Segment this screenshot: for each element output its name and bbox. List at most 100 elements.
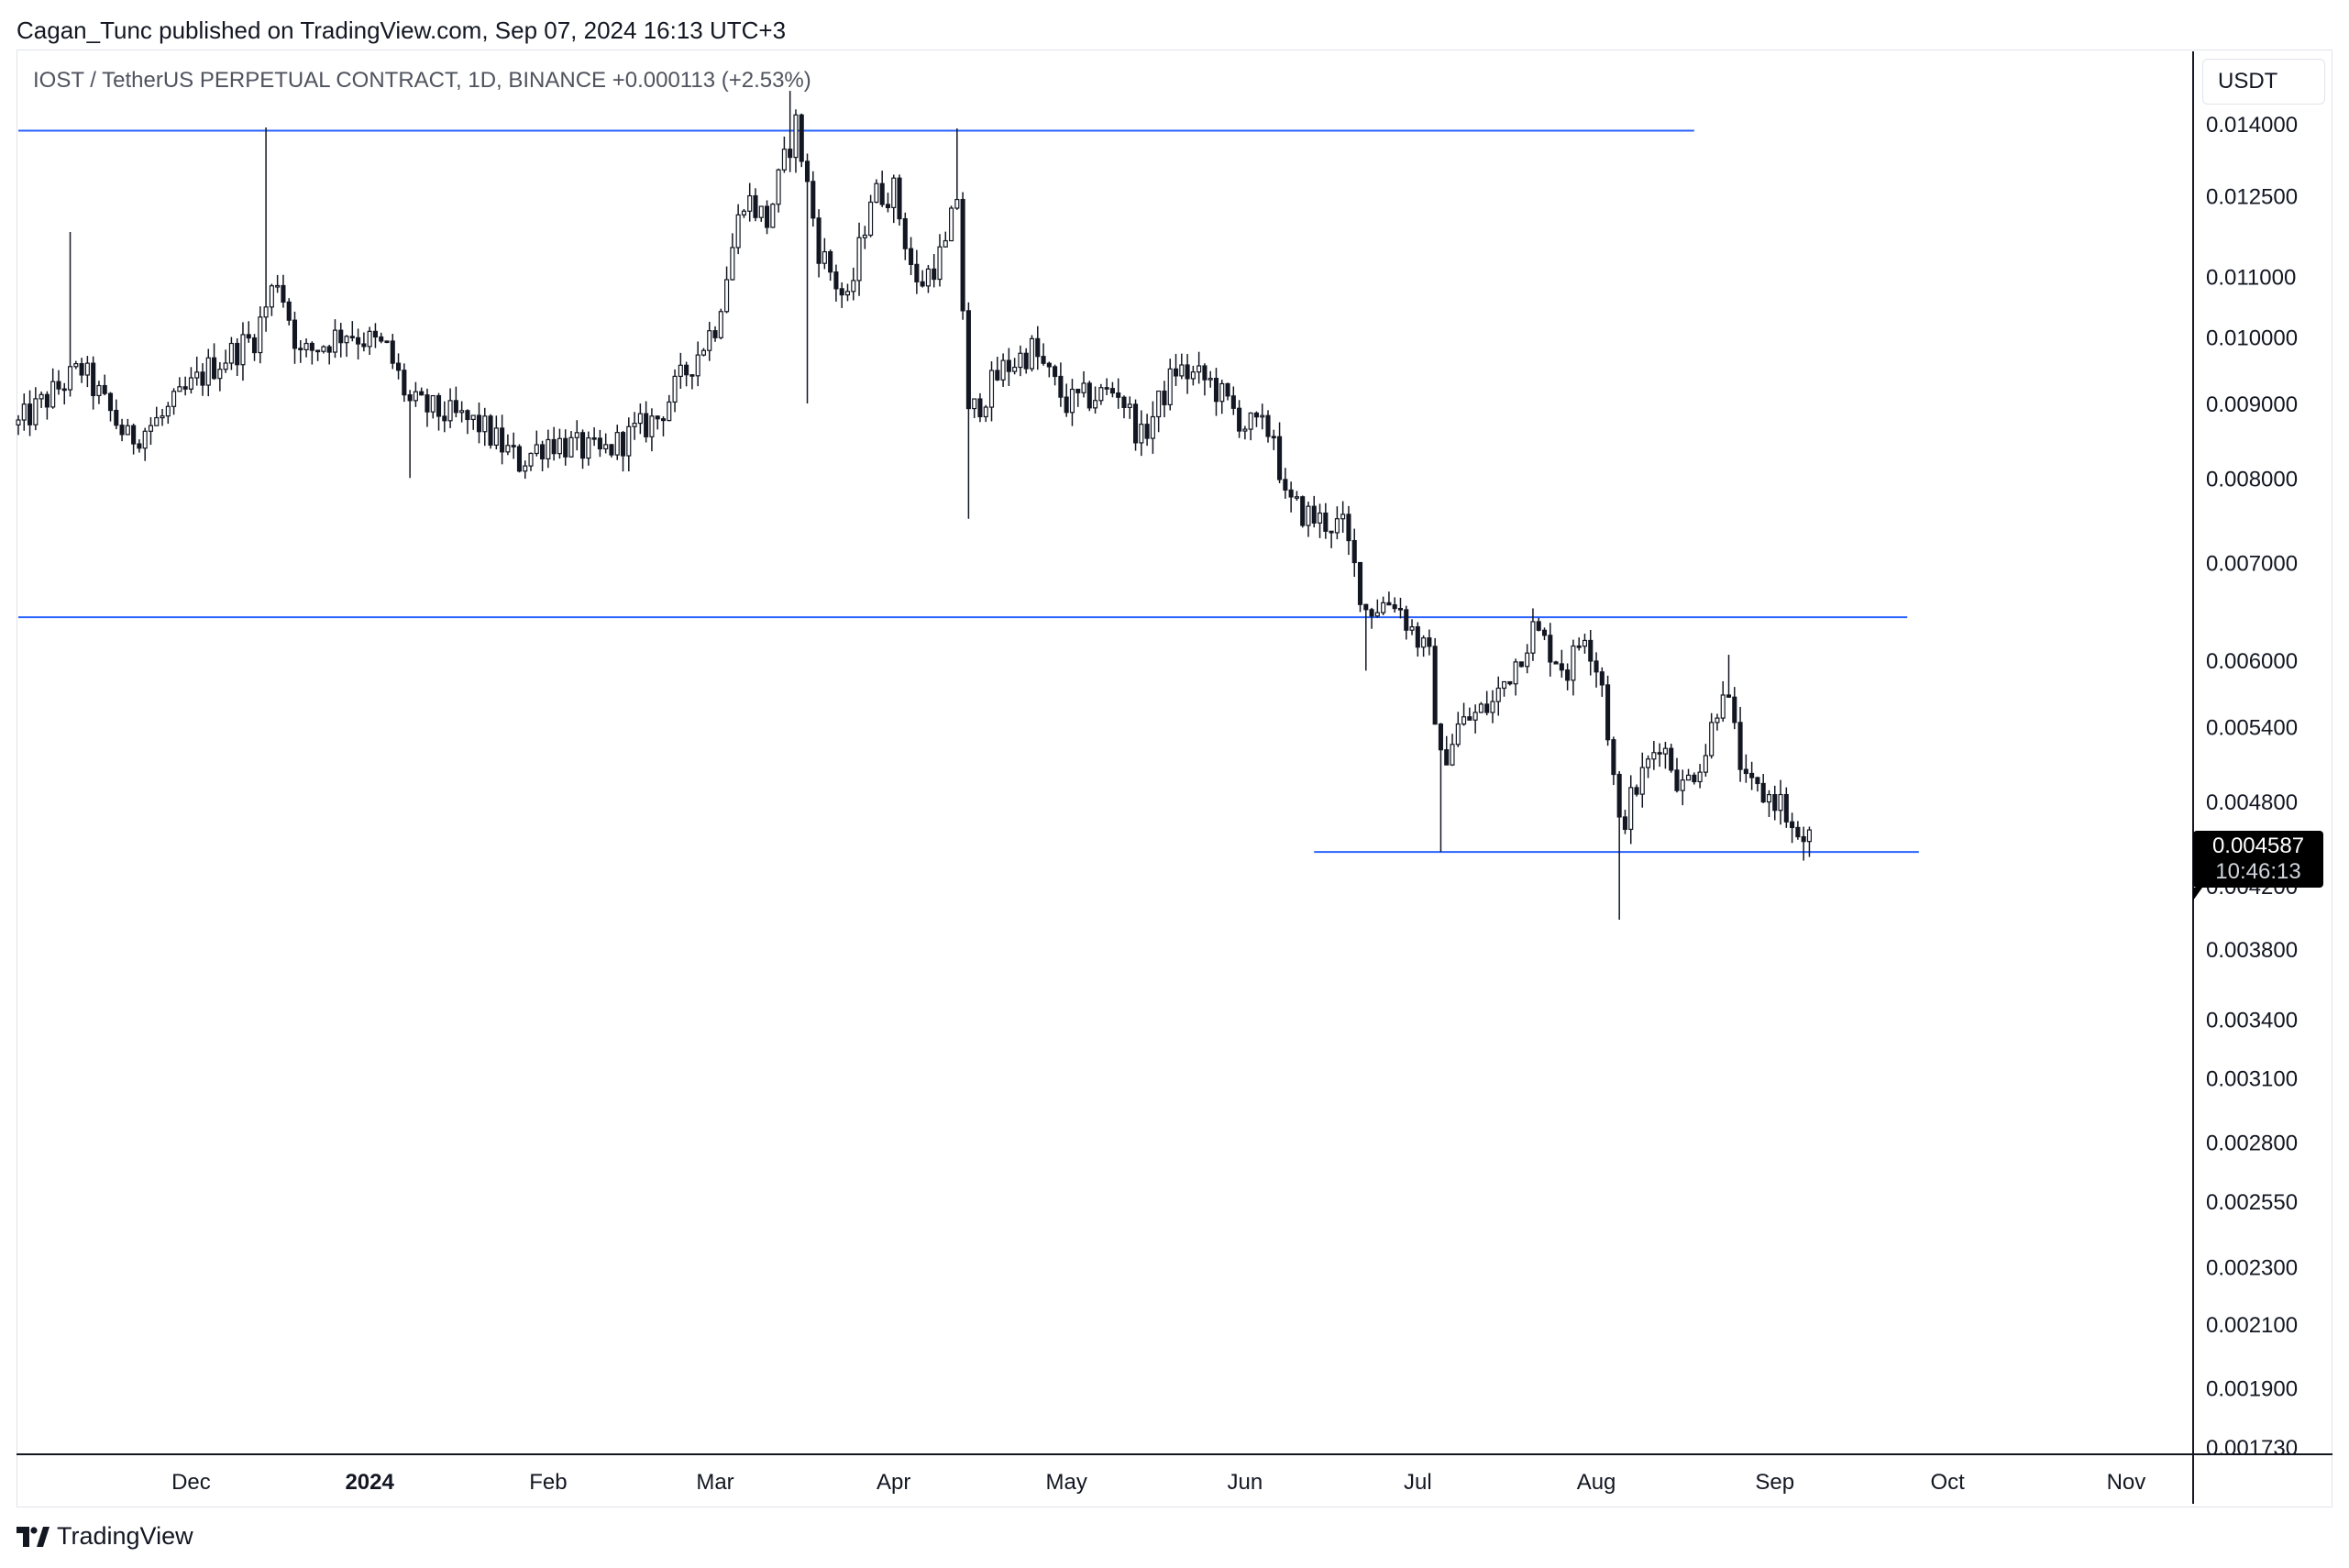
candle (1455, 712, 1461, 747)
candle (436, 392, 442, 431)
candle (1628, 775, 1634, 845)
tradingview-logo-icon (17, 1526, 50, 1547)
candle (718, 308, 723, 340)
candle-body-down (1790, 821, 1795, 829)
candle (1685, 768, 1692, 781)
time-tick-label: May (1046, 1470, 1087, 1495)
candle (516, 444, 523, 473)
candle-body-up (1167, 368, 1173, 405)
candle (672, 369, 678, 413)
candle-body-up (275, 284, 281, 288)
tradingview-logo-text: TradingView (57, 1522, 193, 1550)
candle-body-down (1634, 787, 1639, 795)
candle-body-down (1202, 365, 1208, 381)
candle (1340, 501, 1346, 534)
candle-body-down (1075, 388, 1081, 393)
candle-body-down (885, 204, 891, 208)
candle-body-down (251, 337, 258, 354)
candle-body-up (707, 330, 712, 351)
candle-body-down (1104, 387, 1109, 390)
candle (321, 345, 326, 354)
candle (1190, 365, 1196, 386)
time-tick-label: 2024 (345, 1470, 394, 1495)
candle (246, 321, 251, 343)
candle (1594, 652, 1599, 688)
candle (171, 388, 177, 415)
candle (79, 358, 84, 383)
candle-body-up (505, 445, 511, 453)
candle (1104, 378, 1109, 395)
candle (1132, 399, 1139, 451)
candle (523, 460, 528, 480)
candle (914, 249, 920, 294)
candle-body-down (407, 394, 413, 402)
candle (56, 370, 61, 395)
candle-body-down (1438, 723, 1443, 751)
candle-body-down (379, 336, 384, 342)
candle-body-down (1559, 663, 1564, 671)
candle (1086, 381, 1092, 412)
candle-body-down (1386, 602, 1392, 606)
candle-body-down (476, 414, 482, 433)
candle (1202, 363, 1208, 396)
symbol-info: IOST / TetherUS PERPETUAL CONTRACT, 1D, … (33, 68, 811, 93)
time-tick-label: Apr (877, 1470, 910, 1495)
candle (396, 353, 402, 380)
candle (1766, 790, 1772, 818)
candle (1386, 591, 1392, 606)
candle-body-down (356, 337, 361, 345)
candle (488, 414, 493, 449)
bar-countdown: 10:46:13 (2215, 859, 2301, 884)
candle (263, 127, 269, 332)
candle-body-up (747, 194, 753, 212)
price-tick-label: 0.002100 (2206, 1313, 2298, 1338)
tradingview-logo[interactable]: TradingView (17, 1522, 193, 1551)
candle (50, 368, 56, 409)
candle (1461, 702, 1467, 726)
candle-body-down (326, 346, 332, 353)
time-tick-label: Jun (1228, 1470, 1263, 1495)
last-price-value: 0.004587 (2211, 834, 2305, 858)
currency-unit-button[interactable]: USDT (2202, 59, 2325, 105)
candle (874, 179, 879, 204)
candle (114, 399, 119, 430)
candle-body-down (765, 205, 770, 228)
candle-body-down (1300, 496, 1306, 526)
candle-body-down (402, 370, 407, 396)
candle (965, 302, 971, 519)
candle-body-up (1501, 680, 1507, 690)
chart-frame (17, 50, 2332, 1507)
candle-body-up (258, 316, 263, 354)
candle (1513, 658, 1518, 696)
candle (1651, 741, 1657, 770)
candle (1571, 639, 1576, 696)
candle (413, 381, 418, 407)
candle-body-up (781, 149, 787, 171)
time-tick-label: Aug (1577, 1470, 1616, 1495)
candle-body-up (937, 246, 943, 281)
candle (1472, 704, 1478, 734)
candle-body-up (1150, 415, 1155, 439)
candle-body-down (212, 357, 217, 380)
candle (580, 429, 586, 469)
candle-body-down (1518, 661, 1524, 668)
publisher-caption: Cagan_Tunc published on TradingView.com,… (17, 17, 787, 44)
candle (1064, 383, 1069, 417)
candle-body-up (447, 400, 453, 422)
candle-body-up (1012, 366, 1018, 372)
candle (1760, 774, 1766, 803)
candle-body-up (1306, 505, 1311, 526)
candle (1179, 353, 1185, 380)
candle (614, 425, 620, 460)
candle-body-down (1605, 684, 1611, 741)
candle-body-up (1219, 382, 1225, 403)
candle (1467, 707, 1472, 721)
candle-body-down (920, 281, 925, 287)
candle (1444, 735, 1450, 766)
candle (1438, 723, 1443, 853)
candle (689, 374, 695, 390)
candle-body-up (695, 354, 700, 377)
candle-body-up (718, 311, 723, 338)
candle-body-down (511, 445, 516, 447)
